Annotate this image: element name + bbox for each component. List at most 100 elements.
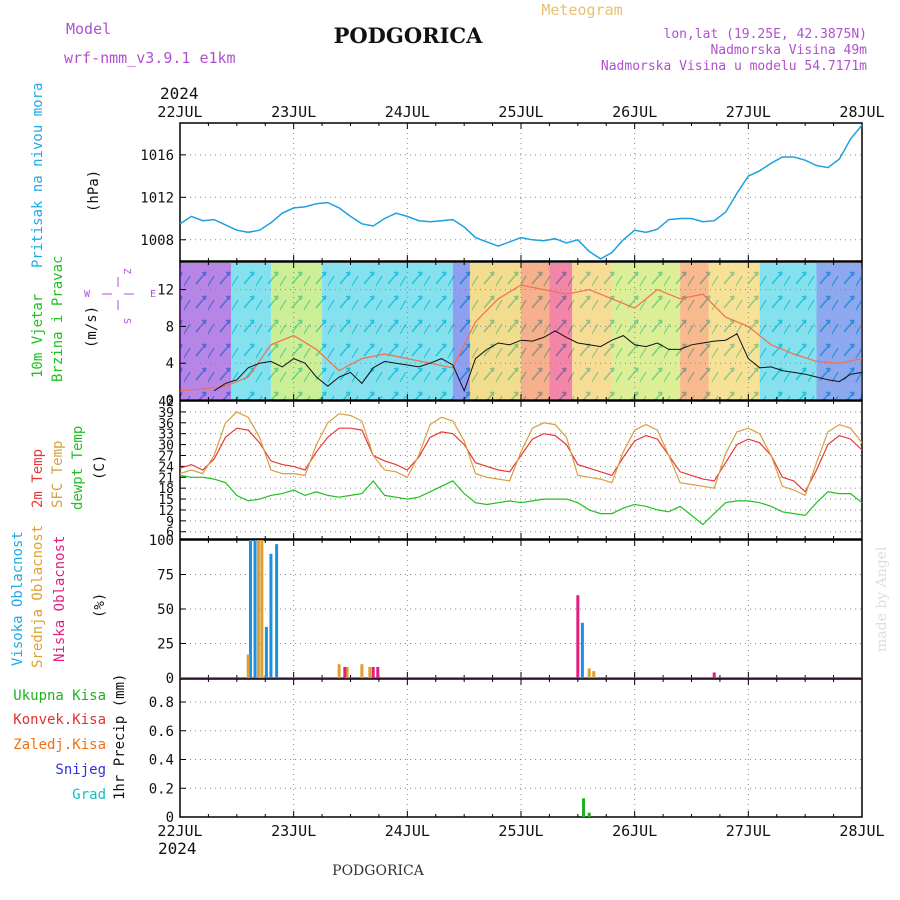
y-tick-label: 0.6 [149,724,174,740]
wind-ylabel-2: Brzina i Pravac [50,256,66,382]
temp-ylabel-3: dewpt Temp [70,426,86,510]
cloud-panel: 0 25 50 75 100 Visoka Oblacnost Srednja Obla… [10,525,863,687]
y-tick-label: 39 [158,406,174,421]
x-tick-label-top: 26JUL [612,103,657,121]
cloud-bar [256,540,260,678]
y-tick-label: 0 [166,393,174,409]
cloud-bar [260,540,264,678]
model-name: wrf-nmm_v3.9.1 e1km [64,49,236,67]
footer-station: PODGORICA [332,863,425,879]
pressure-unit: (hPa) [86,170,102,212]
legend-hail: Grad [72,787,106,803]
x-tick-label-top: 27JUL [726,103,771,121]
wind-direction-band [231,263,271,399]
x-tick-label-top: 24JUL [385,103,430,121]
wind-direction-band [708,263,760,399]
x-tick-label-bottom: 23JUL [271,822,316,840]
wind-direction-band [344,263,453,399]
model-label: Model [66,20,111,38]
year-top: 2024 [160,84,199,103]
y-tick-label: 15 [158,493,174,508]
x-tick-label-bottom: 28JUL [839,822,884,840]
cloud-bar [371,666,375,678]
credit-text: made by Angel [874,546,890,652]
x-tick-label-bottom: 24JUL [385,822,430,840]
wind-direction-band [549,263,573,399]
cloud-bar [587,668,591,678]
y-tick-label: 42 [158,395,174,410]
pressure-panel: 1008 1012 1016 Pritisak na nivou mora (hPa… [30,83,863,268]
model-elevation-text: Nadmorska Visina u modelu 54.7171m [601,59,867,74]
y-tick-label: 24 [158,460,174,475]
precip-bar [582,798,586,817]
cloud-bar [246,654,250,678]
wind-direction-band [572,263,612,399]
cloud-bar [376,666,380,678]
y-tick-label: 1008 [140,233,174,249]
cloud-bar [368,666,372,678]
pressure-ylabel: Pritisak na nivou mora [30,83,46,268]
y-tick-label: 9 [166,515,174,530]
wind-direction-band [180,263,232,399]
cloud-bar [580,622,584,678]
cloud-bar [253,540,257,678]
wind-direction-band [816,263,862,399]
wind-ylabel: 10m Vjetar [30,294,46,378]
x-tick-label-bottom: 26JUL [612,822,657,840]
pressure-line [179,124,863,260]
wind-direction-band [469,263,521,399]
cloud-ylabel: Visoka Oblacnost [10,531,26,666]
compass-north: Z [121,268,132,274]
y-tick-label: 33 [158,428,174,443]
cloud-unit: (%) [92,593,108,618]
lonlat-text: lon,lat (19.25E, 42.3875N) [664,27,868,42]
y-tick-label: 6 [166,526,174,541]
y-tick-label: 27 [158,449,174,464]
x-tick-label-bottom: 25JUL [498,822,543,840]
cloud-bar [275,544,279,678]
y-tick-label: 0.4 [149,753,174,769]
y-tick-label: 1016 [140,148,174,164]
x-tick-label-top: 23JUL [271,103,316,121]
compass-west: W [84,289,91,300]
wind-direction-band [759,263,817,399]
cloud-bar [360,664,364,678]
x-tick-label-bottom: 27JUL [726,822,771,840]
legend-snow: Snijeg [55,762,106,778]
legend-total-precip: Ukupna Kisa [13,688,106,704]
y-tick-label: 12 [158,504,174,519]
temp-ylabel-2: SFC Temp [50,441,66,508]
y-tick-label: 21 [158,471,174,486]
y-tick-label: 0.2 [149,781,174,797]
temp-sfc-line [179,411,863,497]
cloud-bar [337,664,341,678]
cloud-bar [576,595,580,678]
y-tick-label: 100 [149,533,174,549]
legend-frozen-precip: Zaledj.Kisa [13,737,106,753]
y-tick-label: 0 [166,810,174,826]
y-tick-label: 12 [157,283,174,299]
wind-gust-line [179,284,863,392]
wind-direction-band [452,263,470,399]
dewpoint-line [179,474,863,526]
wind-direction-band [611,263,681,399]
cloud-bar [248,540,252,678]
y-tick-label: 0 [166,671,174,687]
y-tick-label: 50 [157,602,174,618]
compass-east: E [150,289,156,300]
legend-conv-precip: Konvek.Kisa [13,712,106,728]
y-tick-label: 4 [166,356,174,372]
x-tick-label-top: 28JUL [839,103,884,121]
x-tick-label-top: 25JUL [498,103,543,121]
station-title: PODGORICA [334,23,484,48]
y-tick-label: 75 [157,568,174,584]
y-tick-label: 18 [158,482,174,497]
y-tick-label: 1012 [140,190,174,206]
precip-panel: 0 0.2 0.4 0.6 0.8 Ukupna Kisa Konvek.Kisa Za… [13,674,863,826]
product-title: Meteogram [541,1,622,19]
y-tick-label: 0.8 [149,695,174,711]
compass-south: S [121,318,132,324]
precip-bar [587,812,591,817]
